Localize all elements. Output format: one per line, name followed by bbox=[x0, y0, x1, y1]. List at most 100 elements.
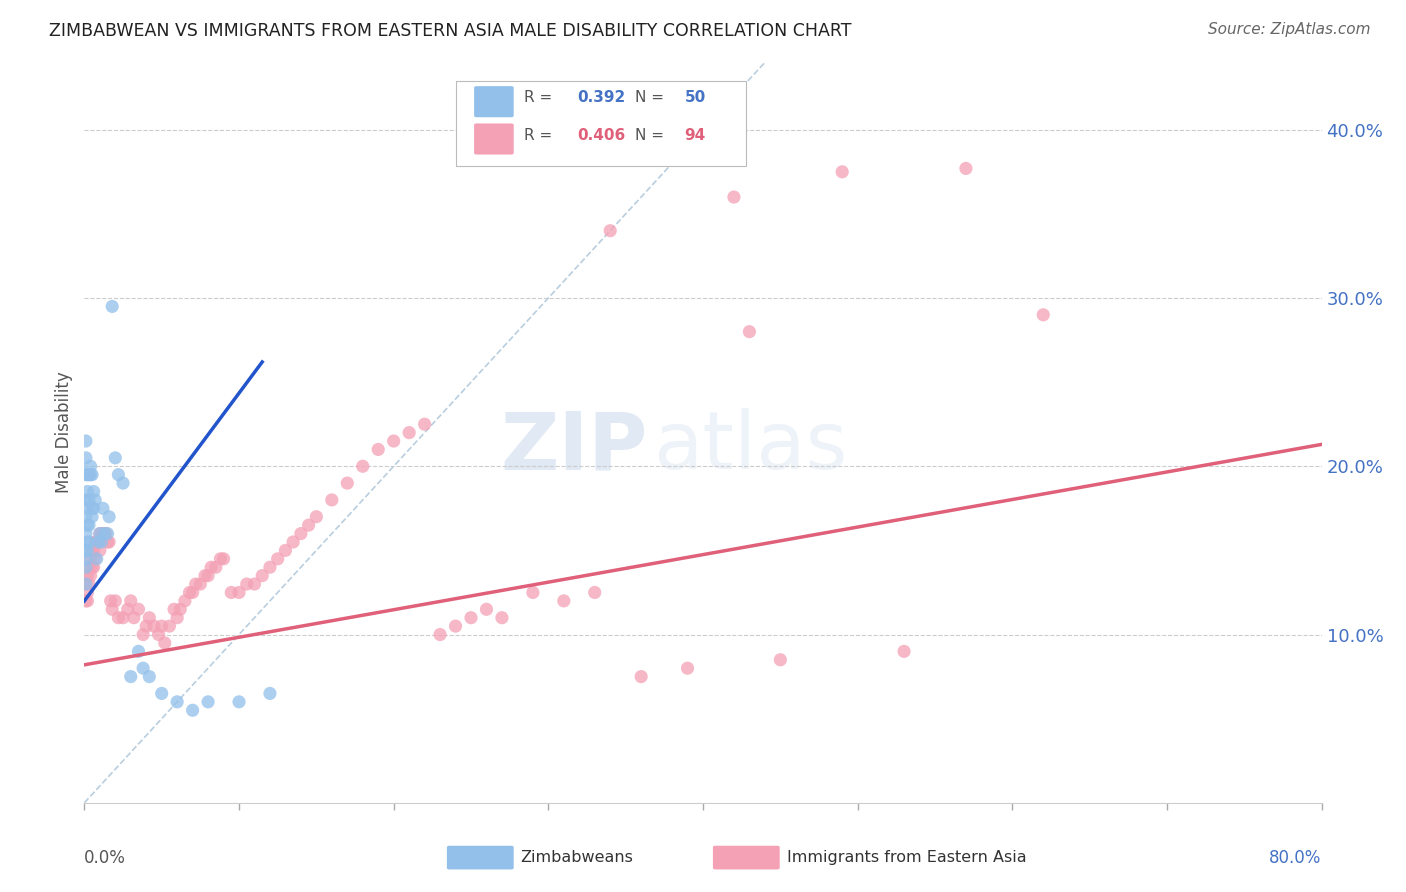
FancyBboxPatch shape bbox=[474, 123, 513, 154]
Point bbox=[181, 585, 204, 599]
Point bbox=[148, 627, 170, 641]
Point bbox=[75, 450, 97, 465]
Point bbox=[290, 526, 312, 541]
Text: ZIP: ZIP bbox=[501, 409, 647, 486]
Point bbox=[76, 535, 98, 549]
Point bbox=[77, 535, 100, 549]
Point bbox=[94, 526, 117, 541]
Point bbox=[77, 467, 100, 482]
Point bbox=[135, 619, 157, 633]
Point bbox=[75, 560, 97, 574]
Point bbox=[150, 686, 173, 700]
Point bbox=[831, 165, 853, 179]
Text: 0.0%: 0.0% bbox=[84, 848, 127, 867]
Point bbox=[163, 602, 186, 616]
Point bbox=[336, 476, 359, 491]
Point bbox=[599, 224, 621, 238]
Point bbox=[181, 703, 204, 717]
Point bbox=[76, 484, 98, 499]
Point bbox=[75, 467, 97, 482]
Point bbox=[132, 661, 155, 675]
Point bbox=[82, 467, 104, 482]
Point bbox=[250, 568, 273, 582]
Point bbox=[159, 619, 180, 633]
Point bbox=[243, 577, 266, 591]
Point bbox=[75, 551, 97, 566]
Point bbox=[104, 450, 127, 465]
Point bbox=[84, 551, 107, 566]
Point bbox=[194, 568, 217, 582]
Point bbox=[150, 619, 173, 633]
Point bbox=[75, 594, 97, 608]
FancyBboxPatch shape bbox=[456, 81, 747, 166]
Point bbox=[112, 610, 135, 624]
Point bbox=[460, 610, 482, 624]
Point bbox=[138, 610, 160, 624]
Point bbox=[79, 551, 101, 566]
Point bbox=[143, 619, 166, 633]
Y-axis label: Male Disability: Male Disability bbox=[55, 372, 73, 493]
Point bbox=[101, 602, 124, 616]
Point bbox=[77, 577, 100, 591]
Point bbox=[91, 526, 114, 541]
Point bbox=[444, 619, 467, 633]
Point bbox=[77, 518, 100, 533]
Point bbox=[205, 560, 228, 574]
Point bbox=[738, 325, 761, 339]
Point bbox=[77, 560, 100, 574]
Point bbox=[84, 492, 107, 507]
Point bbox=[75, 434, 97, 448]
Point bbox=[491, 610, 513, 624]
Point bbox=[893, 644, 915, 658]
Point bbox=[127, 644, 149, 658]
Point bbox=[87, 535, 110, 549]
Point bbox=[475, 602, 498, 616]
Point bbox=[197, 695, 219, 709]
Text: Source: ZipAtlas.com: Source: ZipAtlas.com bbox=[1208, 22, 1371, 37]
Text: 0.392: 0.392 bbox=[576, 90, 626, 105]
Point bbox=[83, 543, 105, 558]
Point bbox=[212, 551, 235, 566]
Point bbox=[228, 695, 250, 709]
Point bbox=[82, 501, 104, 516]
FancyBboxPatch shape bbox=[713, 846, 780, 870]
Text: 94: 94 bbox=[685, 128, 706, 143]
Point bbox=[398, 425, 420, 440]
Point bbox=[83, 560, 105, 574]
Text: Zimbabweans: Zimbabweans bbox=[520, 850, 633, 865]
Point bbox=[98, 509, 121, 524]
Point bbox=[955, 161, 977, 176]
Point bbox=[83, 501, 105, 516]
Point bbox=[77, 492, 100, 507]
Point bbox=[89, 526, 111, 541]
Point bbox=[96, 526, 118, 541]
Point bbox=[367, 442, 389, 457]
Point bbox=[86, 551, 108, 566]
Point bbox=[553, 594, 575, 608]
Text: 80.0%: 80.0% bbox=[1270, 848, 1322, 867]
Text: R =: R = bbox=[523, 90, 557, 105]
Point bbox=[117, 602, 139, 616]
Point bbox=[86, 535, 108, 549]
Point bbox=[93, 526, 115, 541]
Point bbox=[138, 670, 160, 684]
Point bbox=[79, 459, 101, 474]
Point bbox=[100, 594, 122, 608]
Point bbox=[83, 484, 105, 499]
Point bbox=[76, 585, 98, 599]
Point bbox=[90, 535, 112, 549]
Point bbox=[87, 535, 110, 549]
Point bbox=[723, 190, 745, 204]
Point bbox=[267, 551, 290, 566]
Point bbox=[166, 610, 188, 624]
Point bbox=[91, 501, 114, 516]
Point bbox=[112, 476, 135, 491]
Point bbox=[352, 459, 374, 474]
Point bbox=[79, 467, 101, 482]
Point bbox=[75, 526, 97, 541]
Point bbox=[429, 627, 451, 641]
Point bbox=[76, 501, 98, 516]
Point bbox=[382, 434, 405, 448]
Point bbox=[96, 535, 118, 549]
Point bbox=[274, 543, 297, 558]
